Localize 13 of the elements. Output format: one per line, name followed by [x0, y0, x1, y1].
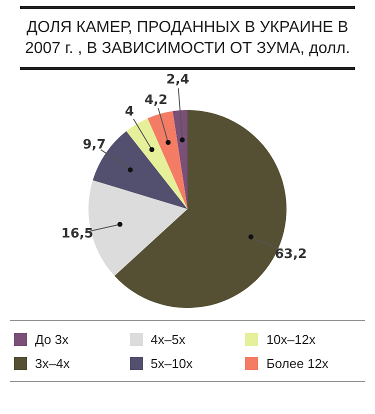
data-label: 9,7: [82, 138, 106, 153]
legend-label: 4x–5x: [150, 332, 186, 346]
legend-label: 10x–12x: [266, 332, 316, 346]
chart-title: ДОЛЯ КАМЕР, ПРОДАННЫХ В УКРАИНЕ В 2007 г. , В ЗАВИСИМОСТИ ОТ ЗУМА, долл.: [20, 6, 355, 70]
legend-label: До 3x: [35, 332, 69, 346]
data-label: 16,5: [61, 226, 94, 242]
legend-label: 3x–4x: [35, 356, 70, 370]
legend-label: Более 12x: [266, 356, 328, 370]
data-label: 4: [124, 104, 134, 120]
data-label: 2,4: [166, 72, 190, 88]
data-label: 63,2: [274, 246, 307, 262]
data-label: 4,2: [144, 92, 168, 108]
legend-label: 5x–10x: [150, 356, 193, 370]
